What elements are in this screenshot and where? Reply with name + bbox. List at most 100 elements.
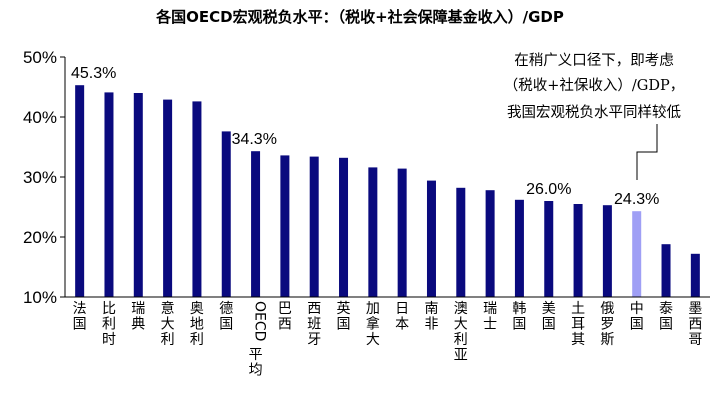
bar-0 [75,85,85,297]
x-tick-label-10: 加拿大 [366,301,380,348]
bar-5 [221,131,231,297]
x-tick-char: 英 [337,300,351,317]
bar-8 [309,156,319,297]
x-tick-label-2: 瑞典 [131,301,145,333]
y-tick-label: 30% [23,168,57,187]
data-label-1: 34.3% [232,131,277,148]
x-tick-char: 巴 [278,301,292,317]
x-tick-char: 中 [630,301,644,317]
bar-17 [573,204,583,297]
x-tick-label-18: 俄罗斯 [600,301,614,348]
x-tick-char: 泰 [659,301,673,317]
x-tick-label-16: 美国 [542,301,556,333]
bar-6 [251,151,261,297]
x-tick-char: 大 [454,317,468,333]
x-tick-char: 俄 [600,301,614,317]
x-tick-char: 国 [73,317,87,333]
bar-12 [426,180,436,297]
bar-7 [280,155,290,297]
x-tick-label-12: 南非 [424,301,438,333]
x-tick-char: 澳 [454,301,468,317]
x-tick-char: 拿 [366,316,380,333]
x-tick-label-19: 中国 [630,301,644,333]
x-tick-char: 利 [102,317,116,333]
x-tick-char: 非 [424,317,438,333]
x-tick-char: 罗 [600,317,614,333]
bar-21 [690,253,700,297]
x-tick-label-5: 德国 [219,301,233,333]
bar-16 [544,201,554,297]
bar-13 [456,187,466,297]
x-tick-char: 其 [571,332,585,348]
x-tick-char: 西 [307,301,321,317]
y-tick-label: 10% [23,288,57,307]
x-tick-char: 大 [366,332,380,348]
x-tick-char: 意 [161,300,175,317]
x-tick-label-1: 比利时 [102,301,116,348]
x-tick-char: 典 [131,317,145,333]
x-tick-char: 土 [571,301,585,317]
x-tick-char: 美 [542,301,556,317]
x-tick-char: 本 [395,317,409,333]
x-tick-char: 墨 [688,301,702,317]
y-tick-label: 50% [23,48,57,67]
data-label-3: 24.3% [614,191,659,208]
x-tick-char: 国 [337,317,351,333]
x-tick-char: 瑞 [131,301,145,317]
x-tick-char: 南 [424,301,438,317]
x-tick-char: 法 [73,301,87,317]
x-tick-char: 奥 [190,300,204,317]
x-tick-label-3: 意大利 [161,300,175,348]
x-tick-char: 比 [102,301,116,317]
data-label-2: 26.0% [526,181,571,198]
x-tick-char: 利 [190,332,204,348]
y-tick-label: 20% [23,228,57,247]
x-tick-char: 耳 [571,317,585,333]
x-tick-char: 利 [454,332,468,348]
x-tick-char: 国 [630,317,644,333]
x-tick-char: 平 [249,347,263,363]
annotation-line-3: 我国宏观税负水平同样较低 [507,103,681,121]
x-tick-label-0: 法国 [73,301,87,333]
x-tick-label-11: 日本 [395,301,409,333]
x-tick-char: 德 [219,301,233,317]
bar-3 [163,99,173,297]
x-tick-char: 时 [102,332,116,348]
annotation-line-2: （税收+社保收入）/GDP， [504,77,685,94]
x-tick-char: 均 [249,363,263,379]
x-tick-char: 西 [688,317,702,333]
x-tick-label-20: 泰国 [659,301,673,333]
x-tick-char: 班 [307,317,321,333]
bar-11 [397,168,407,297]
x-tick-label-14: 瑞士 [483,301,497,333]
x-tick-char: 西 [278,317,292,333]
data-labels: 45.3% 34.3% 26.0% 24.3% [71,65,659,208]
x-tick-char: 国 [542,317,556,333]
bar-20 [661,244,671,297]
data-label-0: 45.3% [71,65,116,82]
y-axis: 10% 20% 30% 40% 50% [23,48,66,307]
x-tick-label-17: 土耳其 [571,301,585,348]
bar-15 [514,199,524,297]
bar-4 [192,101,202,298]
bar-14 [485,190,495,297]
x-tick-char: 国 [219,317,233,333]
bar-2 [133,93,143,297]
x-tick-char: 牙 [307,332,321,348]
annotation: 在稍广义口径下，即考虑 （税收+社保收入）/GDP， 我国宏观税负水平同样较低 [504,52,685,180]
x-tick-char: 国 [512,317,526,333]
annotation-line-1: 在稍广义口径下，即考虑 [514,52,674,69]
x-tick-label-9: 英国 [337,300,351,333]
bar-1 [104,92,114,298]
x-tick-char: OECD [252,301,268,341]
x-tick-char: 日 [395,301,409,317]
bar-19 [632,211,642,297]
x-tick-label-21: 墨西哥 [688,301,702,348]
x-tick-label-6: OECD 平均 [249,301,268,379]
x-tick-char: 地 [190,317,204,333]
x-tick-char: 韩 [512,301,526,317]
x-tick-char: 国 [659,317,673,333]
x-tick-label-4: 奥地利 [190,300,204,348]
